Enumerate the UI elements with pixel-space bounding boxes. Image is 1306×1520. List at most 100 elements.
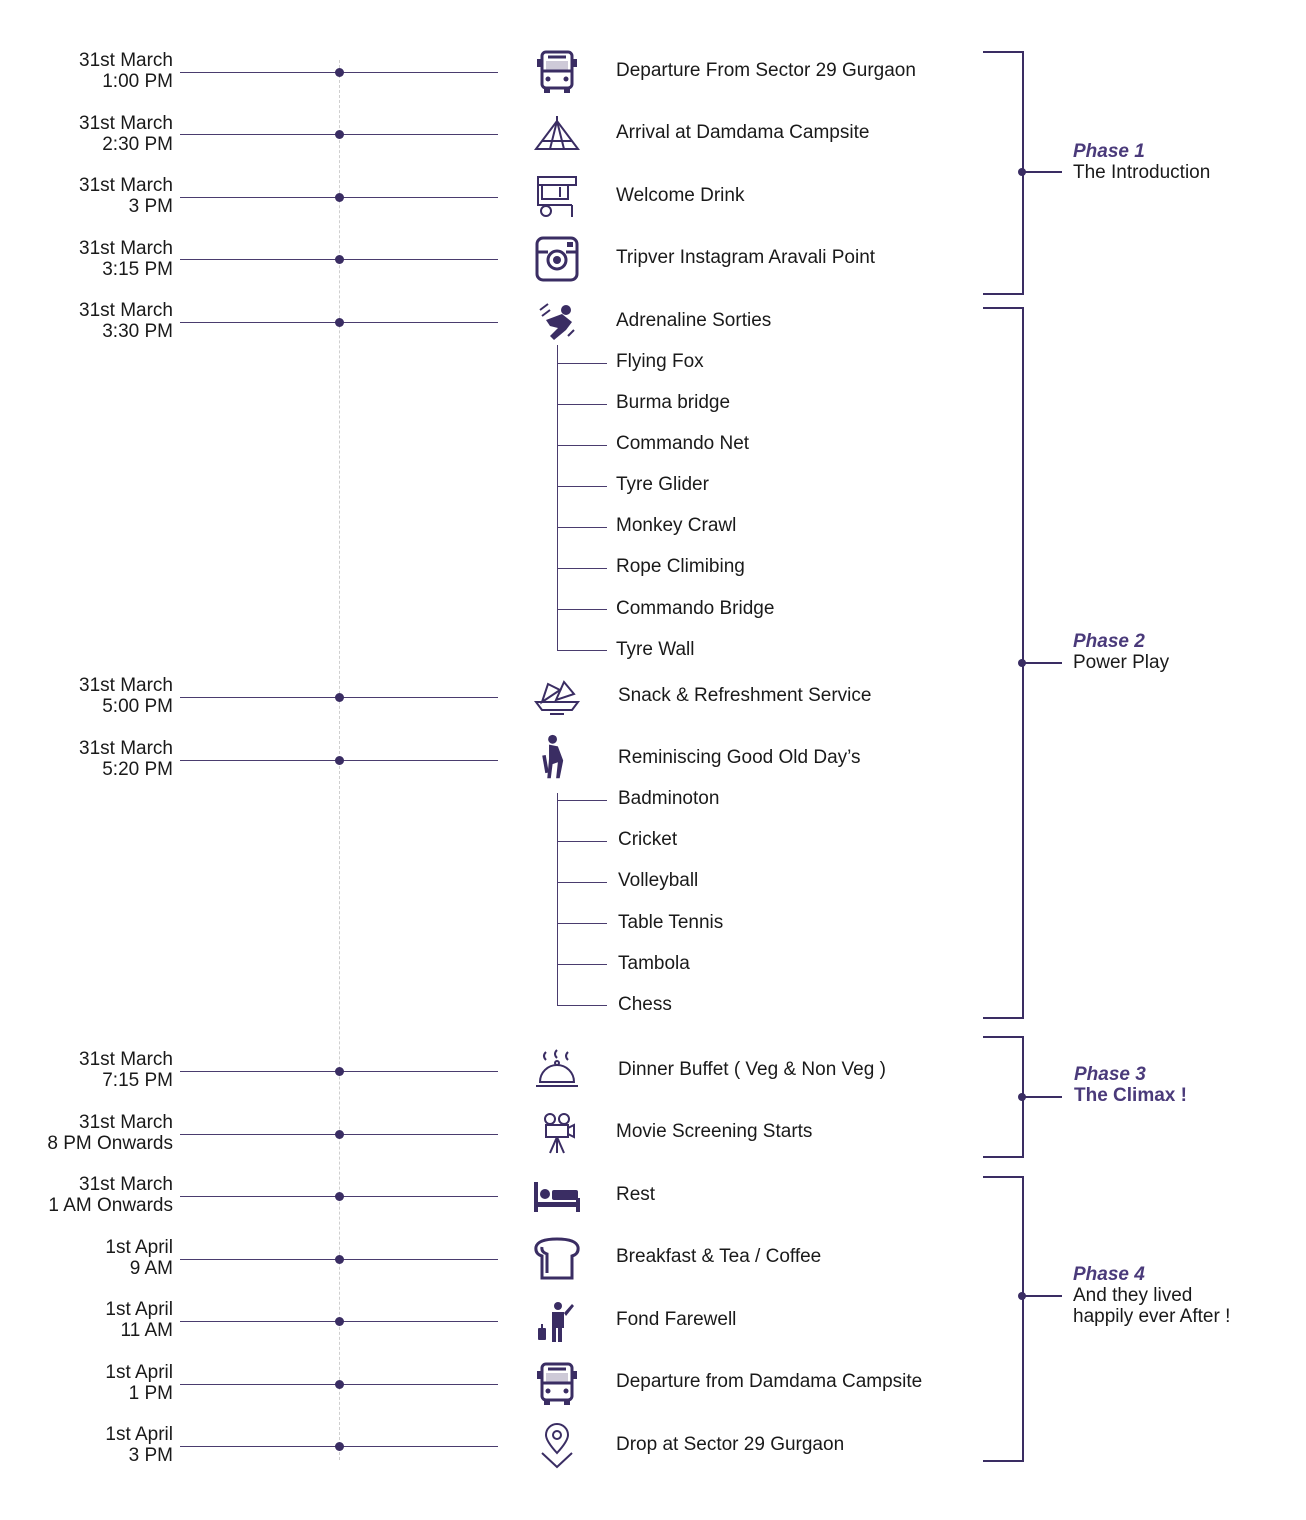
event-label: Reminiscing Good Old Day’s bbox=[618, 747, 861, 768]
subitem-branch bbox=[557, 404, 607, 405]
event-time: 31st March 3:30 PM bbox=[79, 300, 173, 342]
timeline-dot bbox=[335, 693, 344, 702]
event-label: Arrival at Damdama Campsite bbox=[616, 122, 870, 143]
bus-icon bbox=[532, 49, 582, 95]
activity-item: Monkey Crawl bbox=[616, 515, 737, 536]
event-time: 31st March 5:00 PM bbox=[79, 675, 173, 717]
timeline-dot bbox=[335, 756, 344, 765]
activity-item: Cricket bbox=[618, 829, 678, 850]
activity-item: Burma bridge bbox=[616, 392, 731, 413]
timeline-dot bbox=[335, 68, 344, 77]
phase-2-dot bbox=[1018, 659, 1026, 667]
phase-title: Phase 4 bbox=[1073, 1264, 1145, 1285]
event-label: Welcome Drink bbox=[616, 185, 745, 206]
timeline-dot bbox=[335, 193, 344, 202]
event-time: 1st April 9 AM bbox=[105, 1237, 173, 1279]
timeline-dot bbox=[335, 1380, 344, 1389]
timeline-dot bbox=[335, 1255, 344, 1264]
event-label: Fond Farewell bbox=[616, 1309, 737, 1330]
skydiver-icon bbox=[532, 300, 582, 346]
event-time: 31st March 3:15 PM bbox=[79, 238, 173, 280]
subitem-connector bbox=[557, 345, 558, 651]
timeline-dot bbox=[335, 1317, 344, 1326]
timeline-dot bbox=[335, 1192, 344, 1201]
phase-3-label: Phase 3 The Climax ! bbox=[1074, 1064, 1187, 1106]
drink-cart-icon bbox=[532, 173, 582, 219]
activity-item: Volleyball bbox=[618, 870, 699, 891]
phase-description: And they lived bbox=[1073, 1285, 1193, 1306]
activity-item: Table Tennis bbox=[618, 912, 724, 933]
phase-4-bracket bbox=[983, 1176, 1024, 1462]
phase-description: The Introduction bbox=[1073, 162, 1211, 183]
event-label: Rest bbox=[616, 1184, 656, 1205]
event-time: 31st March 1:00 PM bbox=[79, 50, 173, 92]
event-label: Dinner Buffet ( Veg & Non Veg ) bbox=[618, 1059, 886, 1080]
phase-description-line-2: happily ever After ! bbox=[1073, 1306, 1231, 1327]
event-time: 31st March 2:30 PM bbox=[79, 113, 173, 155]
subitem-branch bbox=[557, 568, 607, 569]
map-pin-icon bbox=[532, 1423, 582, 1469]
timeline-dot bbox=[335, 1067, 344, 1076]
activity-item: Tyre Glider bbox=[616, 474, 709, 495]
subitem-branch bbox=[557, 923, 607, 924]
tent-icon bbox=[532, 111, 582, 157]
subitem-branch bbox=[557, 445, 607, 446]
timeline-dot bbox=[335, 1442, 344, 1451]
event-time: 1st April 3 PM bbox=[105, 1424, 173, 1466]
phase-1-tick bbox=[1022, 171, 1062, 173]
event-time: 31st March 7:15 PM bbox=[79, 1049, 173, 1091]
cloche-icon bbox=[532, 1048, 582, 1094]
event-time: 31st March 8 PM Onwards bbox=[47, 1112, 173, 1154]
event-label: Movie Screening Starts bbox=[616, 1121, 813, 1142]
phase-title: Phase 3 bbox=[1074, 1064, 1146, 1085]
instagram-icon bbox=[532, 236, 582, 282]
phase-title: Phase 1 bbox=[1073, 141, 1145, 162]
event-label: Tripver Instagram Aravali Point bbox=[616, 247, 876, 268]
timeline-dot bbox=[335, 255, 344, 264]
timeline-dot bbox=[335, 318, 344, 327]
subitem-branch bbox=[557, 486, 607, 487]
phase-description: Power Play bbox=[1073, 652, 1170, 673]
subitem-branch bbox=[557, 527, 607, 528]
event-time: 31st March 5:20 PM bbox=[79, 738, 173, 780]
event-time: 1st April 1 PM bbox=[105, 1362, 173, 1404]
phase-3-tick bbox=[1022, 1096, 1062, 1098]
phase-1-label: Phase 1 The Introduction bbox=[1073, 141, 1210, 183]
subitem-branch bbox=[557, 363, 607, 364]
phase-4-tick bbox=[1022, 1295, 1062, 1297]
event-time: 1st April 11 AM bbox=[105, 1299, 173, 1341]
event-label: Snack & Refreshment Service bbox=[618, 685, 872, 706]
subitem-branch bbox=[557, 800, 607, 801]
subitem-branch bbox=[557, 609, 607, 610]
activity-item: Badminoton bbox=[618, 788, 720, 809]
timeline-dot bbox=[335, 130, 344, 139]
activity-item: Chess bbox=[618, 994, 672, 1015]
phase-description: The Climax ! bbox=[1074, 1085, 1187, 1106]
phase-4-label: Phase 4 And they lived happily ever Afte… bbox=[1073, 1264, 1230, 1327]
phase-3-dot bbox=[1018, 1093, 1026, 1101]
phase-2-label: Phase 2 Power Play bbox=[1073, 631, 1169, 673]
phase-4-dot bbox=[1018, 1292, 1026, 1300]
activity-item: Commando Bridge bbox=[616, 598, 775, 619]
cricket-player-icon bbox=[532, 734, 582, 780]
subitem-branch bbox=[557, 841, 607, 842]
snack-platter-icon bbox=[532, 674, 582, 720]
phase-2-tick bbox=[1022, 662, 1062, 664]
event-label: Adrenaline Sorties bbox=[616, 310, 772, 331]
activity-item: Tyre Wall bbox=[616, 639, 695, 660]
event-label: Drop at Sector 29 Gurgaon bbox=[616, 1434, 845, 1455]
phase-1-dot bbox=[1018, 168, 1026, 176]
event-label: Departure from Damdama Campsite bbox=[616, 1371, 923, 1392]
bread-icon bbox=[532, 1236, 582, 1282]
bus-icon bbox=[532, 1361, 582, 1407]
bed-icon bbox=[532, 1174, 582, 1220]
subitem-branch bbox=[557, 650, 607, 651]
subitem-branch bbox=[557, 964, 607, 965]
timeline-dot bbox=[335, 1130, 344, 1139]
subitem-branch bbox=[557, 1005, 607, 1006]
event-label: Departure From Sector 29 Gurgaon bbox=[616, 60, 916, 81]
activity-item: Commando Net bbox=[616, 433, 750, 454]
activity-item: Tambola bbox=[618, 953, 690, 974]
activity-item: Flying Fox bbox=[616, 351, 704, 372]
event-label: Breakfast & Tea / Coffee bbox=[616, 1246, 822, 1267]
